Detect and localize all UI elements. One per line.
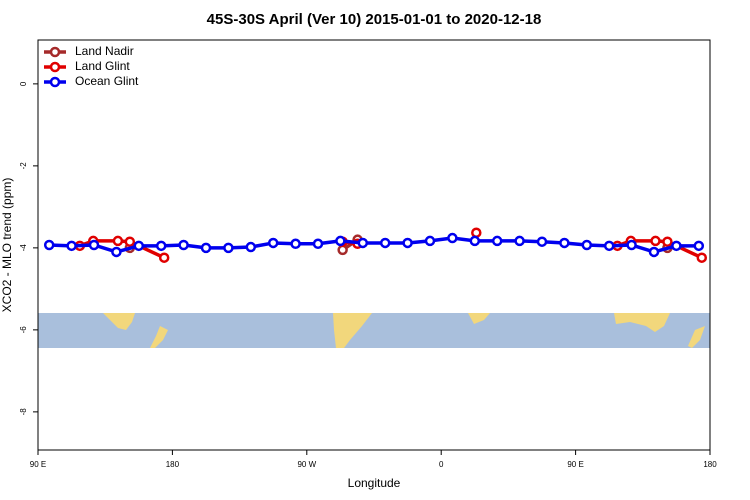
point [693, 240, 705, 252]
y-axis-label: XCO2 - MLO trend (ppm) [0, 178, 14, 313]
point [43, 239, 55, 251]
point [424, 235, 436, 247]
point [662, 236, 673, 247]
point [469, 235, 481, 247]
y-tick-label: -8 [19, 408, 28, 416]
point [112, 235, 124, 247]
x-tick-label: 0 [439, 460, 444, 469]
legend-label: Land Glint [75, 59, 130, 73]
point [559, 237, 570, 249]
x-tick-label: 90 W [297, 460, 316, 469]
point [471, 227, 482, 238]
legend-marker [49, 76, 61, 88]
point [626, 239, 637, 251]
point [267, 237, 279, 249]
point [581, 239, 593, 251]
point [671, 240, 682, 252]
y-tick-label: -4 [19, 244, 28, 252]
point [111, 246, 122, 258]
legend-marker [49, 61, 61, 73]
point [155, 240, 167, 252]
y-tick-label: -6 [19, 326, 28, 334]
point [402, 237, 413, 249]
point [223, 242, 234, 254]
plot-frame [37, 39, 711, 451]
point [379, 237, 391, 249]
point [603, 240, 615, 252]
point [337, 244, 348, 256]
point [491, 235, 503, 247]
legend-marker [49, 46, 61, 58]
chart-title: 45S-30S April (Ver 10) 2015-01-01 to 202… [207, 11, 542, 28]
point [312, 238, 324, 250]
point [66, 240, 77, 252]
point [158, 252, 170, 263]
y-tick-label: 0 [19, 81, 28, 86]
point [200, 242, 212, 254]
map-strip [38, 313, 710, 348]
point [335, 235, 346, 247]
point [514, 235, 525, 247]
point [648, 246, 660, 258]
y-tick-label: -2 [19, 162, 28, 170]
legend-label: Land Nadir [75, 44, 134, 58]
x-tick-label: 180 [703, 460, 717, 469]
point [124, 236, 136, 247]
x-tick-label: 90 E [567, 460, 583, 469]
x-tick-label: 180 [166, 460, 180, 469]
point [88, 239, 100, 251]
point [696, 252, 708, 263]
x-axis-label: Longitude [348, 476, 401, 490]
point [357, 237, 369, 249]
x-tick-label: 90 E [30, 460, 46, 469]
point [650, 235, 661, 247]
point [536, 236, 548, 247]
point [245, 241, 257, 253]
point [447, 232, 458, 244]
point [290, 238, 301, 250]
plot-area [43, 227, 708, 263]
legend-label: Ocean Glint [75, 74, 139, 88]
point [178, 239, 189, 251]
point [133, 240, 145, 252]
